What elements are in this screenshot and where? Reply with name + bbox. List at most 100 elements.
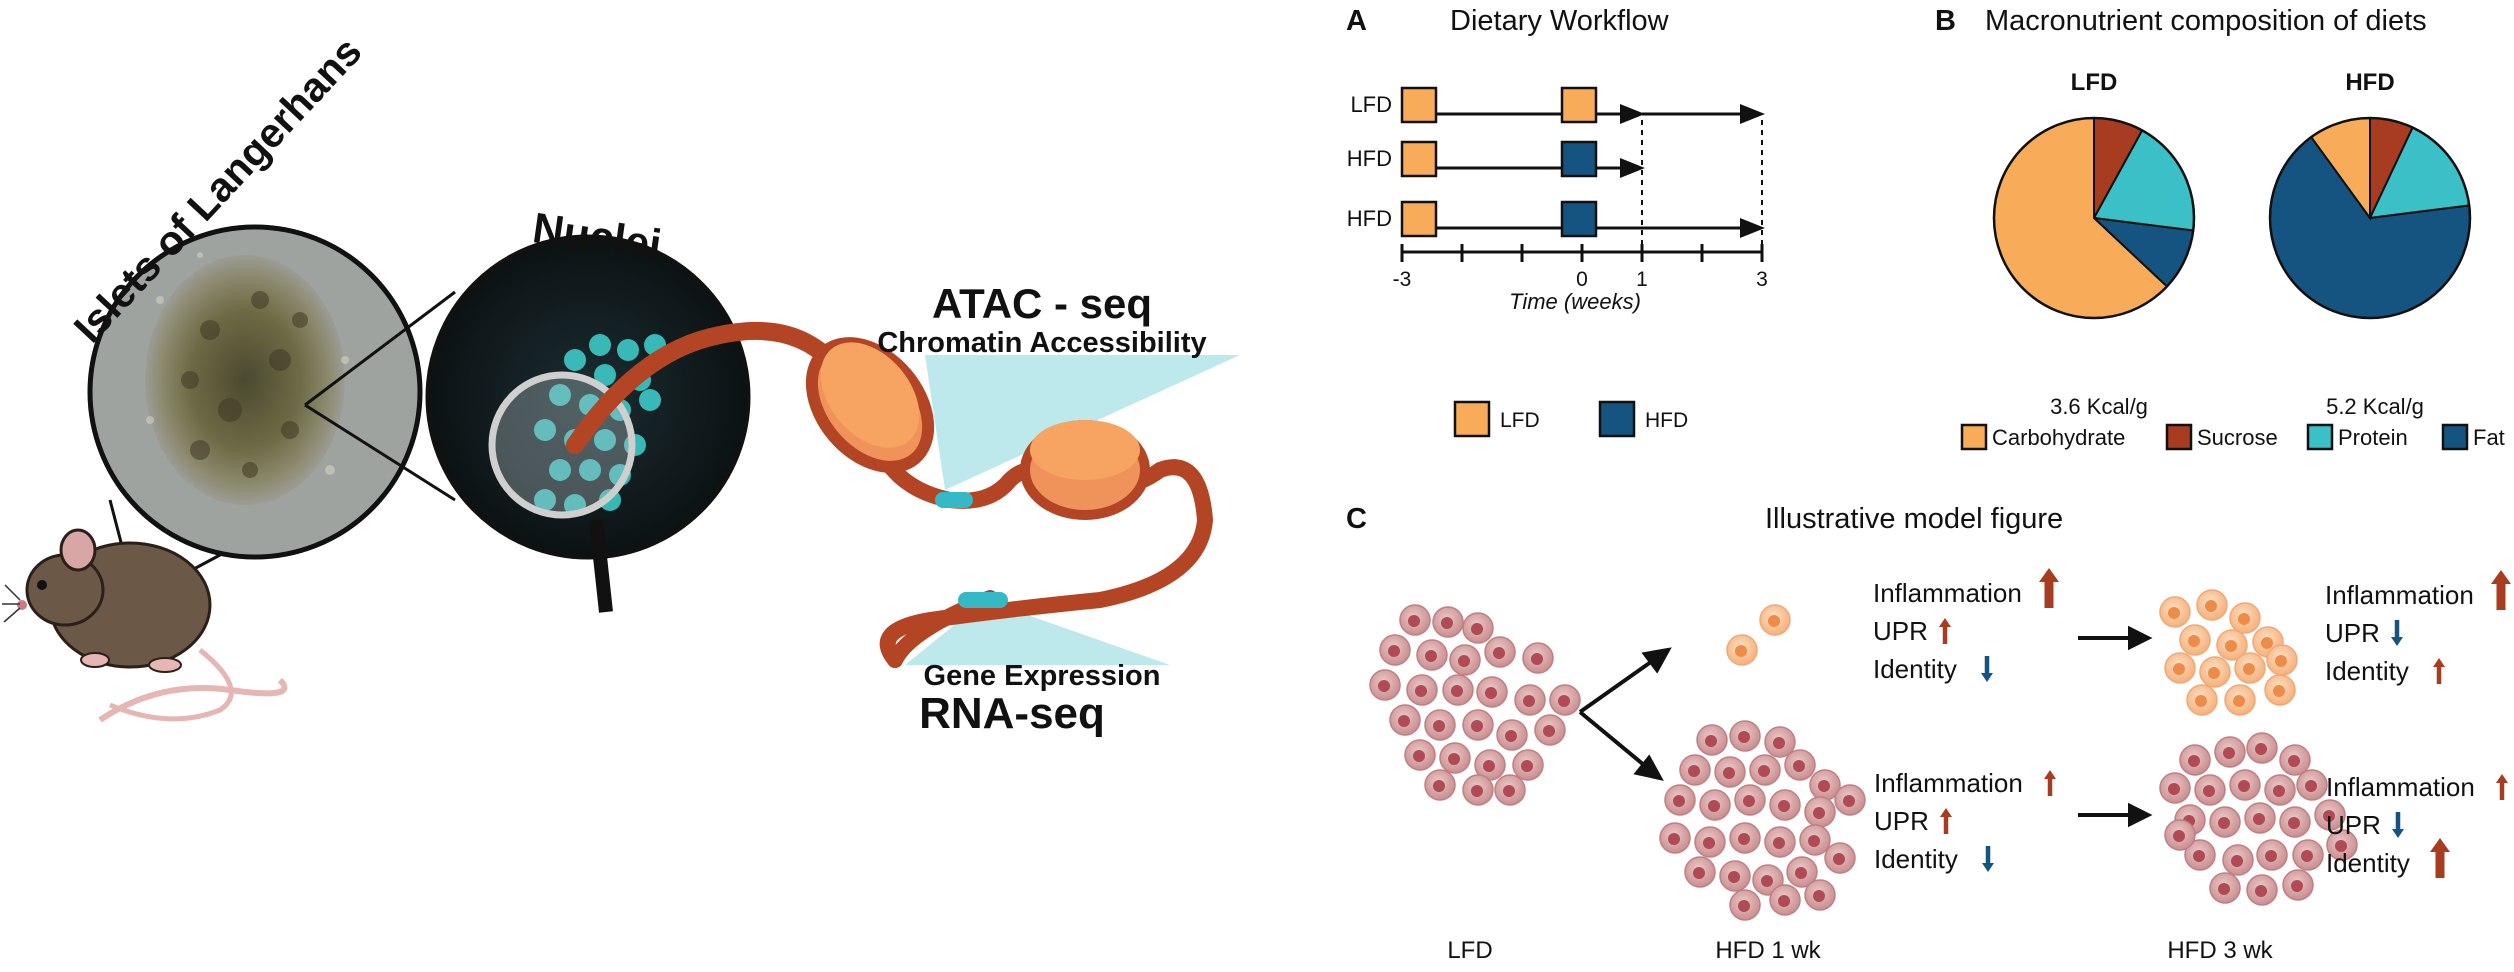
nucleus-dot xyxy=(639,389,661,411)
panel-a-title: Dietary Workflow xyxy=(1450,5,1670,37)
beta-cell xyxy=(2282,869,2314,901)
beta-cell xyxy=(1764,726,1796,758)
cell-stressed xyxy=(2186,684,2218,716)
beta-cell xyxy=(2214,736,2246,768)
legend-label: Carbohydrate xyxy=(1992,425,2125,450)
beta-cell xyxy=(1664,784,1696,816)
axis-tick-label: 3 xyxy=(1756,268,1768,291)
diet-box-lfd xyxy=(1400,200,1438,238)
beta-cell xyxy=(1522,642,1554,674)
beta-cell xyxy=(2314,799,2346,831)
marker-label: UPR xyxy=(2325,618,2380,648)
mouse-icon xyxy=(2,528,288,723)
panel-b: B Macronutrient composition of diets LFD… xyxy=(1935,5,2505,451)
legend-label: Sucrose xyxy=(2197,425,2278,450)
beta-cell xyxy=(1416,639,1448,671)
nucleus-dot xyxy=(564,349,586,371)
beta-cell xyxy=(1379,634,1411,666)
beta-cell xyxy=(1462,774,1494,806)
beta-cell xyxy=(1659,822,1691,854)
beta-cell xyxy=(1474,749,1506,781)
beta-cell xyxy=(2194,774,2226,806)
legend-label: LFD xyxy=(1500,409,1540,432)
marker-label: Inflammation xyxy=(1873,578,2022,608)
beta-cell xyxy=(1496,719,1528,751)
beta-cell xyxy=(2264,774,2296,806)
beta-cell xyxy=(1679,754,1711,786)
row-label: HFD xyxy=(1347,146,1392,171)
beta-cell xyxy=(2246,874,2278,906)
panel-a: A Dietary Workflow LFD HFD HFD -3 0 1 3 Time … xyxy=(1346,5,1768,438)
beta-cell xyxy=(2292,839,2324,871)
up-arrow-icon xyxy=(2044,770,2056,796)
beta-cell xyxy=(1769,884,1801,916)
cell-stressed xyxy=(1759,604,1791,636)
pie-outline xyxy=(1992,116,2196,320)
beta-cell xyxy=(1694,826,1726,858)
beta-cell xyxy=(1514,684,1546,716)
nucleus-dot xyxy=(534,419,556,441)
beta-cell xyxy=(2164,819,2196,851)
cell-stressed xyxy=(1726,634,1758,666)
nucleus-dot xyxy=(594,364,616,386)
nucleosome xyxy=(1020,420,1150,520)
cell-stressed xyxy=(2159,596,2191,628)
nucleus-dot xyxy=(534,489,556,511)
legend-swatch-hfd xyxy=(1598,400,1636,438)
cell-stressed xyxy=(2179,624,2211,656)
pie-charts: LFD 3.6 Kcal/g HFD 5.2 Kcal/g xyxy=(1992,69,2472,419)
left-illustration: Islets of Langerhans Nuclei ATAC - seq C… xyxy=(2,28,1240,738)
beta-cell xyxy=(2222,844,2254,876)
beta-cell xyxy=(1784,749,1816,781)
accessible-region-atac xyxy=(935,492,973,508)
legend-swatch-sucrose xyxy=(2165,423,2193,451)
axis-tick-label: -3 xyxy=(1393,268,1412,291)
group-label-hfd1: HFD 1 wk xyxy=(1715,937,1821,964)
atac-title: ATAC - seq xyxy=(932,280,1152,327)
nucleus-dot xyxy=(617,339,639,361)
up-arrow-icon xyxy=(2433,658,2445,684)
cell-stressed xyxy=(2216,629,2248,661)
up-arrow-icon xyxy=(2430,838,2450,878)
pie-caption: 3.6 Kcal/g xyxy=(2050,394,2148,419)
axis-tick-label: 1 xyxy=(1636,268,1648,291)
beta-cell xyxy=(1786,856,1818,888)
atac-subtitle: Chromatin Accessibility xyxy=(877,327,1206,359)
cell-stressed xyxy=(2164,652,2196,684)
beta-cell xyxy=(2179,744,2211,776)
up-arrow-icon xyxy=(2496,774,2508,800)
group-label-hfd3: HFD 3 wk xyxy=(2167,937,2273,964)
islet-cell-groups xyxy=(1369,589,2358,921)
marker-label: UPR xyxy=(1874,806,1929,836)
beta-cell xyxy=(2229,769,2261,801)
timeline-arrowhead xyxy=(1740,218,1765,238)
diet-box-lfd xyxy=(1560,86,1598,124)
microscope-islet-image xyxy=(87,224,423,560)
branch-arrows xyxy=(1578,625,2153,828)
up-arrow-icon xyxy=(2491,570,2511,610)
beta-cell xyxy=(1809,769,1841,801)
up-arrow-icon xyxy=(2039,568,2059,608)
cell-stressed xyxy=(2234,652,2266,684)
zoom-line xyxy=(304,403,456,502)
cell-stressed xyxy=(2264,674,2296,706)
marker-label: Inflammation xyxy=(1874,768,2023,798)
workflow-rows: LFD HFD HFD xyxy=(1347,86,1765,238)
marker-label: Identity xyxy=(2326,848,2410,878)
beta-cell xyxy=(1462,612,1494,644)
beta-cell xyxy=(2296,769,2328,801)
beta-cell xyxy=(1719,860,1751,892)
beta-cell xyxy=(2279,744,2311,776)
beta-cell xyxy=(1749,754,1781,786)
cell-stressed xyxy=(2199,656,2231,688)
beta-cell xyxy=(1764,826,1796,858)
legend-swatch-fat xyxy=(2441,423,2469,451)
beta-cell xyxy=(1824,842,1856,874)
beta-cell xyxy=(1442,674,1474,706)
marker-label: UPR xyxy=(2326,810,2381,840)
beta-cell xyxy=(1462,709,1494,741)
beta-cell xyxy=(1804,796,1836,828)
beta-cell xyxy=(2326,829,2358,861)
beta-cell xyxy=(1369,669,1401,701)
